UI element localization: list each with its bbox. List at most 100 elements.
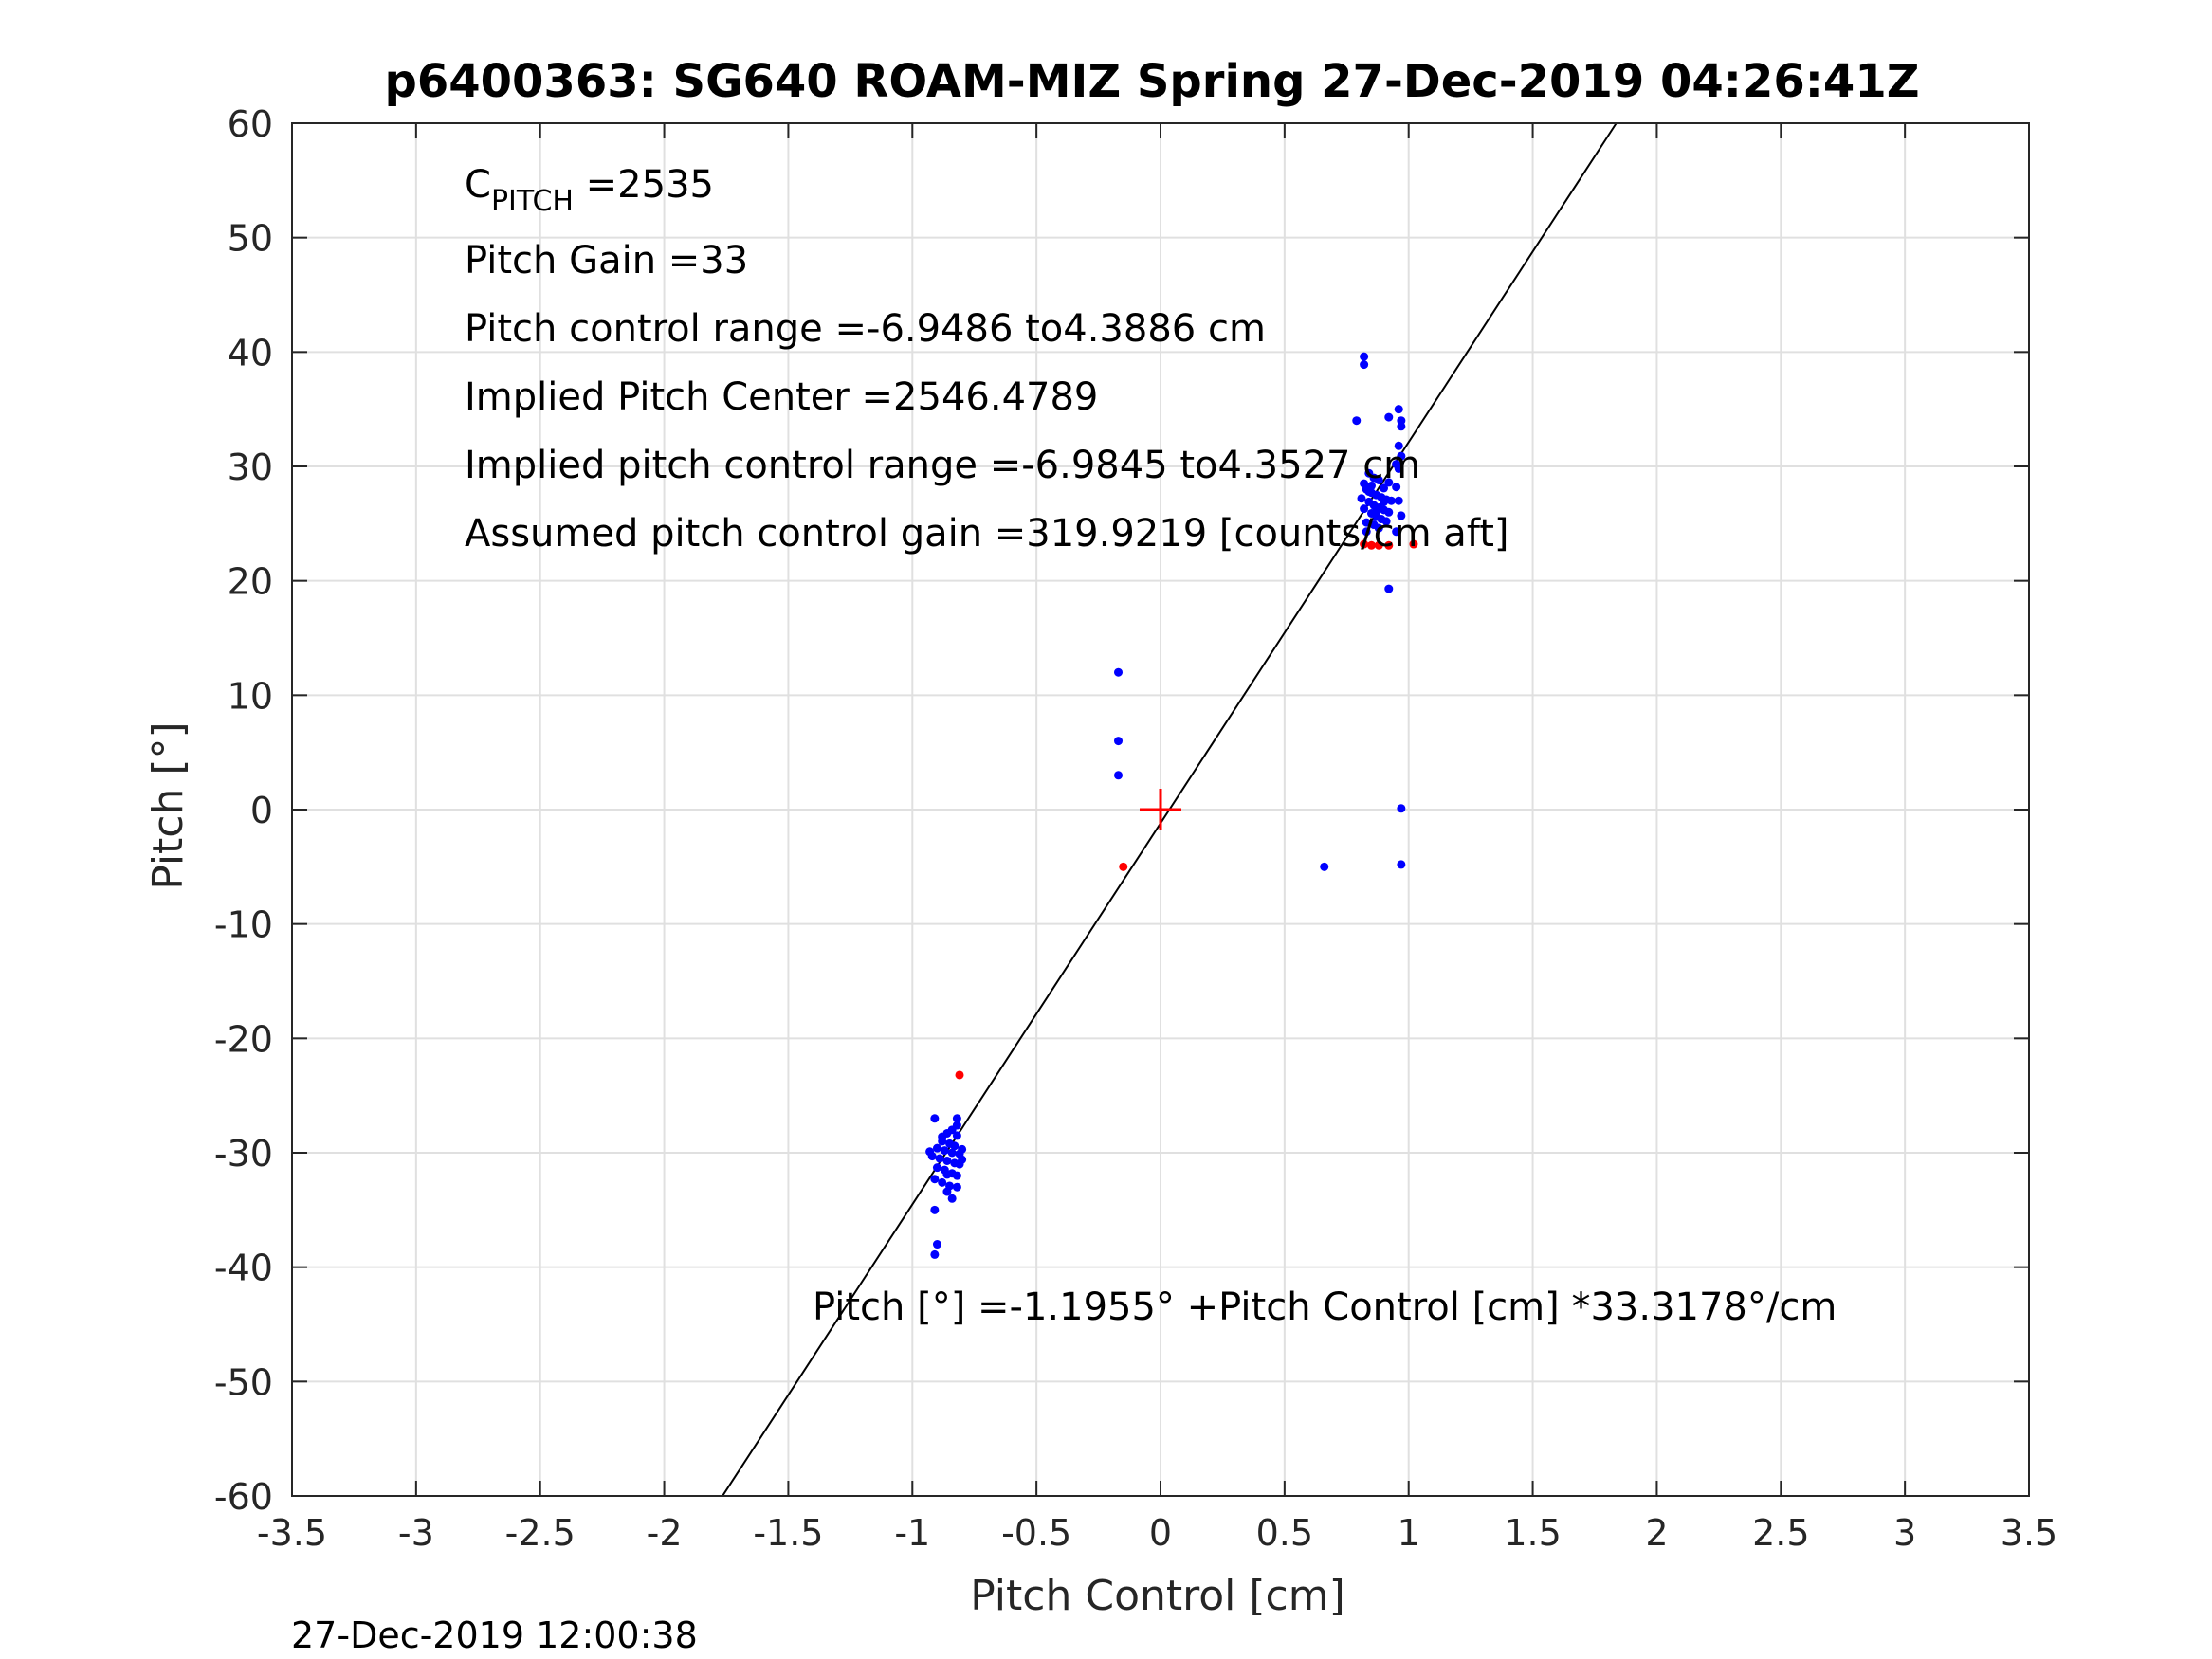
data-point <box>1394 464 1403 473</box>
x-tick-label: -1 <box>894 1512 930 1554</box>
data-point <box>1320 862 1329 871</box>
center-plus-marker <box>1140 789 1181 830</box>
y-tick-label: 10 <box>228 675 273 717</box>
x-tick-label: 1.5 <box>1504 1512 1561 1554</box>
data-point <box>932 1143 941 1153</box>
data-points <box>925 352 1418 1259</box>
x-tick-label: -2 <box>647 1512 683 1554</box>
x-tick-label: 2 <box>1645 1512 1668 1554</box>
data-point <box>952 1171 961 1180</box>
data-point <box>947 1194 957 1203</box>
data-point <box>935 1154 944 1163</box>
data-point <box>1352 416 1362 426</box>
data-point <box>947 1148 957 1158</box>
data-point <box>1362 518 1371 527</box>
y-tick-label: -20 <box>214 1018 273 1060</box>
data-point <box>1360 360 1369 370</box>
data-point <box>1362 527 1371 537</box>
data-point <box>930 1249 940 1259</box>
flagged-data-point <box>1360 539 1369 549</box>
data-point <box>952 1131 961 1140</box>
y-tick-label: 40 <box>228 332 273 374</box>
x-tick-label: -0.5 <box>1001 1512 1071 1554</box>
y-tick-label: -10 <box>214 904 273 946</box>
y-tick-label: 50 <box>228 218 273 260</box>
data-point <box>1360 504 1369 514</box>
data-point <box>930 1114 940 1123</box>
data-point <box>1397 860 1406 869</box>
data-point <box>932 1240 941 1249</box>
x-tick-label: -3.5 <box>257 1512 327 1554</box>
data-point <box>1114 737 1124 746</box>
data-point <box>950 1141 960 1151</box>
data-point <box>1394 496 1403 505</box>
data-point <box>1384 478 1394 487</box>
y-axis-label: Pitch [°] <box>144 721 192 889</box>
data-point <box>942 1156 952 1165</box>
data-point <box>1397 511 1406 520</box>
data-point <box>1397 451 1406 461</box>
data-point <box>930 1205 940 1214</box>
data-point <box>1364 487 1374 497</box>
data-point <box>1392 483 1401 492</box>
data-point <box>1392 527 1401 537</box>
flagged-data-point <box>955 1070 964 1080</box>
data-point <box>1380 483 1389 493</box>
data-point <box>958 1155 967 1164</box>
annotation-line: Implied pitch control range =-6.9845 to4… <box>465 444 1420 487</box>
data-point <box>1384 584 1394 593</box>
data-point <box>1360 352 1369 361</box>
footer-timestamp: 27-Dec-2019 12:00:38 <box>291 1614 698 1656</box>
flagged-data-point <box>1384 540 1394 550</box>
x-tick-label: 1 <box>1398 1512 1420 1554</box>
fit-equation-label: Pitch [°] =-1.1955° +Pitch Control [cm] … <box>813 1285 1837 1329</box>
data-point <box>1372 506 1381 516</box>
data-point <box>1114 771 1124 780</box>
x-tick-label: 0.5 <box>1256 1512 1313 1554</box>
annotation-symbol: C <box>465 163 491 207</box>
x-tick-label: 3.5 <box>2001 1512 2057 1554</box>
data-point <box>1357 494 1366 503</box>
x-axis-label: Pitch Control [cm] <box>970 1572 1345 1620</box>
data-point <box>952 1182 961 1192</box>
x-tick-label: 3 <box>1893 1512 1916 1554</box>
y-tick-label: -60 <box>214 1476 273 1518</box>
annotation-block: CPITCH =2535 Pitch Gain =33 Pitch control … <box>465 163 1508 556</box>
y-tick-label: 60 <box>228 103 273 145</box>
annotation-line: Pitch control range =-6.9486 to4.3886 cm <box>465 307 1266 351</box>
data-point <box>1386 496 1396 505</box>
flagged-data-point <box>1409 539 1418 549</box>
annotation-subscript: PITCH <box>491 185 574 218</box>
data-point <box>1397 804 1406 813</box>
grid-lines <box>291 122 2030 1497</box>
data-point <box>942 1187 952 1196</box>
data-point <box>1374 523 1383 533</box>
center-marker-layer <box>1140 789 1181 830</box>
y-tick-labels: -60 -50 -40 -30 -20 -10 0 10 20 30 40 50 60 <box>214 103 273 1518</box>
y-tick-label: -40 <box>214 1248 273 1289</box>
data-point <box>1381 517 1391 526</box>
data-point <box>938 1177 947 1187</box>
y-tick-label: -50 <box>214 1361 273 1403</box>
data-point <box>938 1132 947 1141</box>
annotation-line: Pitch Gain =33 <box>465 239 748 283</box>
x-tick-label: 2.5 <box>1752 1512 1809 1554</box>
data-point <box>952 1114 961 1123</box>
annotation-value: =2535 <box>574 163 714 207</box>
chart-title: p6400363: SG640 ROAM-MIZ Spring 27-Dec-2… <box>384 55 1919 108</box>
y-tick-label: 30 <box>228 447 273 488</box>
data-point <box>1380 497 1389 506</box>
data-point <box>1397 416 1406 426</box>
data-point <box>958 1144 967 1154</box>
y-tick-label: 20 <box>228 561 273 603</box>
data-point <box>1394 405 1403 414</box>
y-tick-label: 0 <box>250 790 273 831</box>
annotation-line: Implied Pitch Center =2546.4789 <box>465 375 1098 419</box>
data-point <box>940 1146 949 1156</box>
x-tick-label: -3 <box>398 1512 434 1554</box>
y-tick-label: -30 <box>214 1133 273 1175</box>
data-point <box>1384 507 1394 517</box>
data-point <box>1114 667 1124 677</box>
data-point <box>1374 475 1383 484</box>
